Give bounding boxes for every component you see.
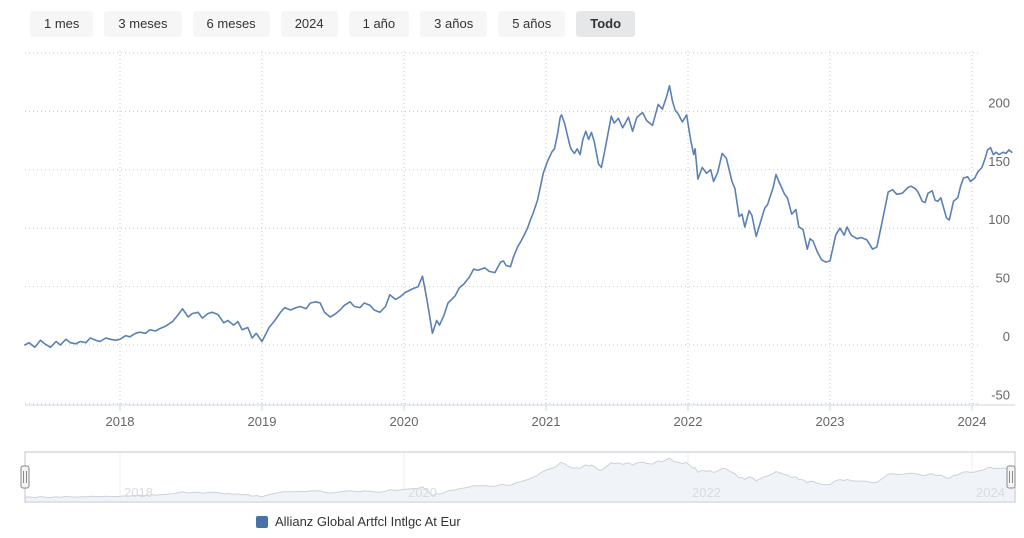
svg-text:100: 100 — [988, 212, 1010, 227]
svg-text:2021: 2021 — [532, 414, 561, 429]
svg-text:2018: 2018 — [106, 414, 135, 429]
navigator-line — [24, 457, 1012, 499]
x-axis-labels: 2018 2019 2020 2021 2022 2023 2024 — [106, 414, 987, 429]
navigator-year-label: 2022 — [692, 485, 721, 500]
range-selector: 1 mes 3 meses 6 meses 2024 1 año 3 años 5 años… — [30, 11, 636, 37]
range-button-1-año[interactable]: 1 año — [348, 11, 410, 37]
svg-text:50: 50 — [996, 271, 1010, 286]
svg-text:200: 200 — [988, 95, 1010, 110]
range-button-3-meses[interactable]: 3 meses — [104, 11, 182, 37]
svg-text:2024: 2024 — [958, 414, 987, 429]
range-button-2024[interactable]: 2024 — [280, 11, 338, 37]
series-line-allianz[interactable] — [24, 84, 1013, 349]
navigator-year-label: 2020 — [408, 485, 437, 500]
svg-text:2022: 2022 — [674, 414, 703, 429]
svg-text:150: 150 — [988, 154, 1010, 169]
legend-marker-icon — [256, 515, 268, 528]
main-chart-plot[interactable]: 2018 2019 2020 2021 2022 2023 2024 200 150 100 50 0… — [0, 0, 1024, 440]
y-gridlines — [25, 52, 978, 404]
navigator-year-label: 2018 — [124, 485, 153, 500]
navigator[interactable]: 2018 2020 2022 2024 — [0, 440, 1024, 510]
legend-item[interactable]: Allianz Global Artfcl Intlgc At Eur — [256, 514, 461, 529]
legend-label: Allianz Global Artfcl Intlgc At Eur — [275, 514, 461, 529]
svg-text:2019: 2019 — [248, 414, 277, 429]
svg-text:2020: 2020 — [390, 414, 419, 429]
svg-text:2023: 2023 — [816, 414, 845, 429]
range-button-3-años[interactable]: 3 años — [420, 11, 488, 37]
x-gridlines — [119, 51, 973, 405]
range-button-1-mes[interactable]: 1 mes — [30, 11, 94, 37]
navigator-area — [24, 458, 1015, 501]
y-axis-labels: 200 150 100 50 0 -50 — [988, 95, 1010, 402]
navigator-handle-right[interactable] — [1006, 465, 1016, 489]
range-button-5-años[interactable]: 5 años — [498, 11, 566, 37]
svg-text:-50: -50 — [991, 387, 1010, 402]
range-button-todo[interactable]: Todo — [576, 11, 636, 37]
navigator-year-label: 2024 — [976, 485, 1005, 500]
range-button-6-meses[interactable]: 6 meses — [192, 11, 270, 37]
navigator-handle-left[interactable] — [20, 465, 30, 489]
svg-text:0: 0 — [1003, 329, 1010, 344]
